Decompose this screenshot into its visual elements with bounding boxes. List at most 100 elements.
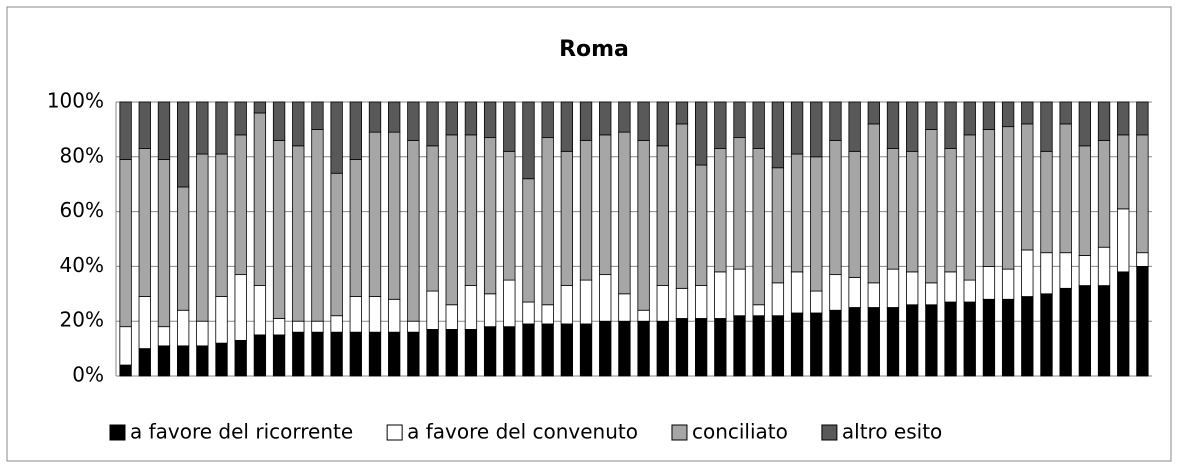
bar-segment [733,101,746,139]
bar-segment [694,285,708,319]
bar-segment [445,304,458,330]
bar-segment [1117,101,1130,136]
bar-segment [752,148,765,306]
bar-segment [579,323,593,377]
bar-segment [599,274,612,322]
bar-segment [1040,150,1053,254]
bar-segment [215,342,228,377]
bar-segment [138,101,151,149]
bar-segment [944,148,957,273]
bar-segment [714,101,727,149]
bar-segment [560,323,574,377]
bar-segment [215,153,228,297]
bar-segment [1021,249,1034,297]
bar-segment [982,298,996,377]
bar-segment [464,285,478,330]
bar-segment [694,164,708,286]
y-tick-label: 20% [60,308,104,332]
bar-segment [1021,296,1034,377]
legend-swatch [671,424,688,441]
bar-segment [234,274,247,341]
bar-segment [464,101,478,136]
bar-segment [1097,285,1111,377]
bar-segment [848,276,861,308]
bar-segment [253,285,267,336]
bar-segment [1021,123,1034,251]
bar-segment [656,101,669,147]
bar-segment [1136,101,1149,136]
bar-segment [445,134,458,306]
bar-segment [963,101,976,136]
bar-segment [829,139,842,276]
bar-segment [560,101,574,152]
bar-segment [675,101,689,125]
bar-segment [407,101,420,141]
bar-segment [848,307,861,377]
bar-segment [330,172,343,317]
bar-segment [906,271,919,306]
bar-segment [426,145,439,292]
bar-segment [906,304,919,377]
bar-segment [541,101,554,139]
bar-segment [694,101,708,166]
bar-segment [886,148,900,270]
legend-swatch [109,424,126,441]
bar-segment [330,331,343,377]
bar-segment [963,301,976,377]
bar-segment [426,101,439,147]
y-tick-label: 40% [60,253,104,277]
bar-segment [541,137,554,306]
bar-segment [157,326,171,347]
bar-segment [272,139,286,319]
bar-segment [388,101,401,133]
bar-segment [292,331,305,377]
bar-segment [368,101,382,133]
bar-segment [982,128,996,267]
bar-segment [483,101,497,139]
bar-segment [330,101,343,174]
bar-segment [196,345,209,377]
bar-segment [272,318,286,336]
bar-segment [234,101,247,136]
bar-segment [560,285,574,325]
bar-segment [1097,246,1111,286]
bar-segment [1040,252,1053,295]
bar-segment [1040,101,1053,152]
bar-segment [1078,285,1092,377]
bar-segment [1117,208,1130,273]
legend-label: conciliato [692,420,788,444]
legend-label: a favore del convenuto [407,420,638,444]
bar-segment [599,320,612,377]
bar-segment [982,101,996,130]
bar-segment [829,101,842,141]
bar-segment [925,128,938,284]
bar-segment [349,101,362,160]
bar-segment [925,101,938,130]
bar-segment [637,139,650,311]
bar-segment [234,339,247,377]
bar-segment [503,150,516,281]
bar-segment [196,153,209,322]
bar-segment [138,348,151,377]
y-tick-label: 100% [47,89,104,113]
bar-segment [848,101,861,152]
bar-segment [119,364,132,377]
chart-title: Roma [559,37,629,62]
bar-segment [388,298,401,333]
bar-segment [1078,255,1092,286]
y-tick-label: 60% [60,198,104,222]
bar-segment [579,139,593,281]
bar-segment [1097,139,1111,248]
bar-segment [253,101,267,114]
bar-segment [253,112,267,286]
bar-segment [119,326,132,366]
bar-segment [790,153,804,273]
bar-segment [311,320,324,333]
y-tick-label: 0% [72,363,104,387]
bar-segment [1040,293,1053,377]
bar-segment [349,296,362,333]
bar-segment [368,331,382,377]
bar-segment [138,296,151,350]
bar-segment [944,301,957,377]
bar-segment [407,320,420,333]
